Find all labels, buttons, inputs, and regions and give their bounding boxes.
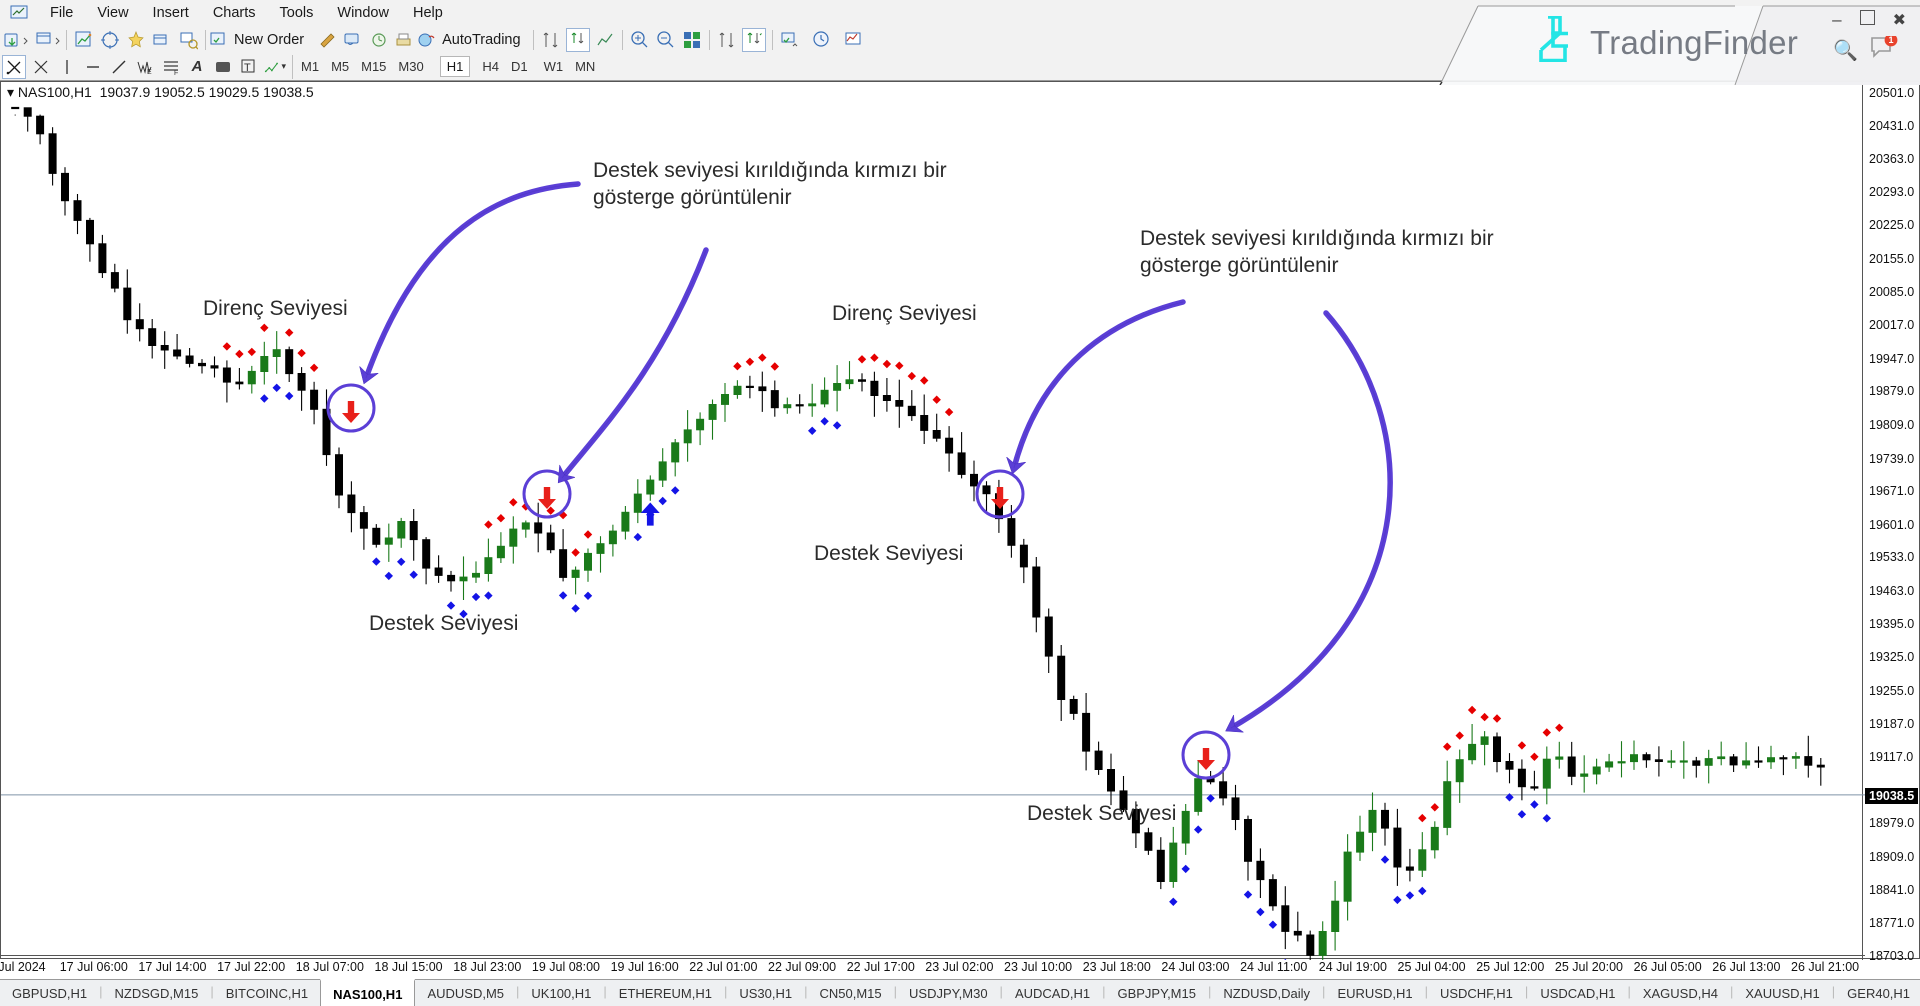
svg-text:F: F xyxy=(174,70,178,76)
svg-text:E: E xyxy=(147,69,152,76)
svg-text:1: 1 xyxy=(1888,36,1893,45)
svg-text:T: T xyxy=(244,62,251,74)
